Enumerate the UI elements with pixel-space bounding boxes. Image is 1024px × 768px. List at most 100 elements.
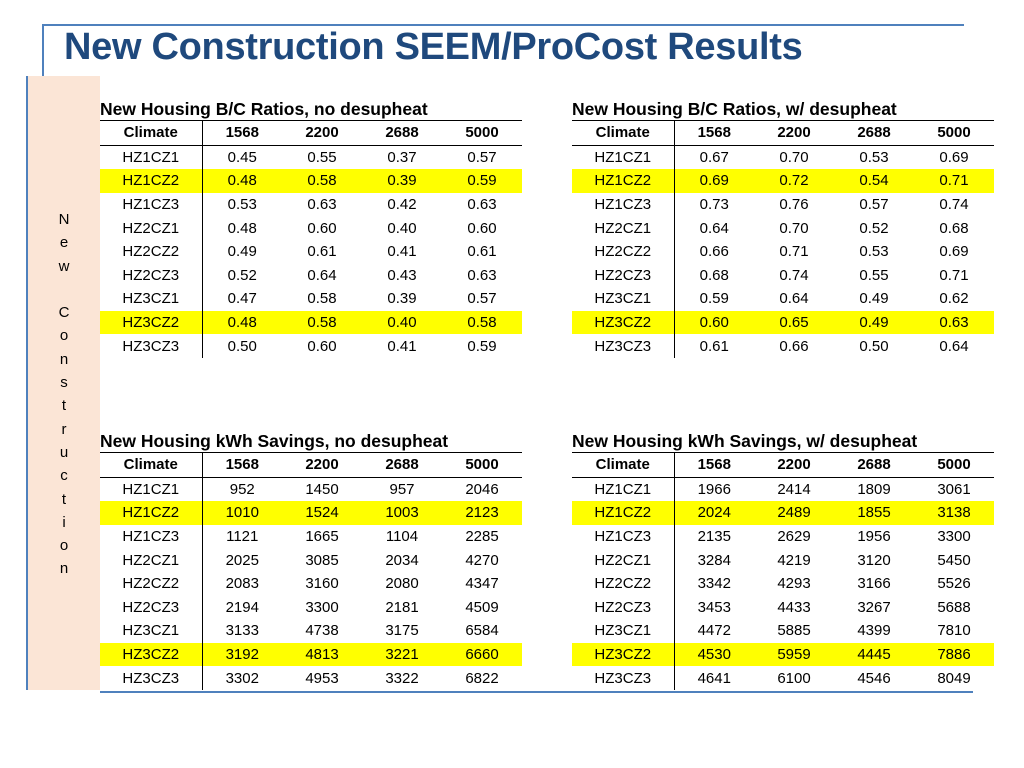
- value-cell: 3160: [305, 575, 339, 593]
- value-cell: 2024: [674, 501, 754, 525]
- table-row: HZ3CZ3 4641 6100 4546 8049: [572, 666, 994, 690]
- data-table: Climate 1568 2200 2688 5000 HZ1CZ1 0.67 0.70 0.…: [572, 120, 994, 358]
- climate-cell: HZ1CZ2: [572, 169, 675, 193]
- table-row: HZ2CZ2 0.66 0.71 0.53 0.69: [572, 239, 994, 264]
- climate-cell: HZ2CZ2: [572, 239, 675, 264]
- value-cell: 0.64: [939, 337, 969, 355]
- climate-cell: HZ2CZ2: [100, 239, 203, 264]
- value-cell: 4270: [465, 551, 499, 569]
- climate-cell: HZ2CZ1: [100, 216, 203, 240]
- value-cell: 0.62: [939, 290, 969, 308]
- climate-cell: HZ1CZ2: [572, 501, 675, 525]
- value-cell: 0.49: [859, 290, 889, 308]
- value-cell: 1524: [282, 501, 362, 525]
- side-label-letter: [28, 278, 100, 301]
- value-cell: 0.60: [307, 219, 337, 237]
- value-cell: 0.48: [202, 169, 282, 193]
- value-cell: 2080: [385, 575, 419, 593]
- value-cell: 0.74: [779, 266, 809, 284]
- value-cell: 2194: [225, 598, 259, 616]
- value-cell: 0.64: [699, 219, 729, 237]
- value-cell: 0.61: [699, 337, 729, 355]
- bottom-rule: [100, 691, 973, 693]
- side-label-letter: u: [59, 443, 69, 461]
- value-cell: 0.42: [387, 196, 417, 214]
- value-cell: 0.61: [307, 243, 337, 261]
- value-cell: 0.63: [914, 310, 994, 335]
- value-cell: 0.69: [939, 243, 969, 261]
- table-row: HZ2CZ3 0.52 0.64 0.43 0.63: [100, 263, 522, 288]
- table-row: HZ2CZ1 0.64 0.70 0.52 0.68: [572, 216, 994, 240]
- value-cell: 3302: [225, 669, 259, 687]
- value-cell: 0.64: [779, 290, 809, 308]
- value-cell: 0.68: [939, 219, 969, 237]
- table-kwh-w-desupheat: New Housing kWh Savings, w/ desupheat Cl…: [572, 430, 994, 690]
- value-cell: 0.52: [859, 219, 889, 237]
- value-cell: 0.70: [779, 219, 809, 237]
- value-cell: 3133: [225, 622, 259, 640]
- value-cell: 0.63: [307, 196, 337, 214]
- side-label-letter: n: [59, 350, 69, 368]
- value-cell: 4219: [777, 551, 811, 569]
- value-cell: 0.41: [387, 243, 417, 261]
- table-row: HZ2CZ3 3453 4433 3267 5688: [572, 595, 994, 620]
- climate-cell: HZ1CZ1: [100, 477, 203, 502]
- value-cell: 0.60: [674, 310, 754, 335]
- climate-cell: HZ1CZ3: [572, 192, 675, 217]
- climate-cell: HZ1CZ2: [100, 501, 203, 525]
- value-cell: 0.53: [227, 196, 257, 214]
- value-cell: 2414: [777, 480, 811, 498]
- value-cell: 1956: [857, 528, 891, 546]
- climate-cell: HZ2CZ1: [572, 216, 675, 240]
- side-label-letter: n: [59, 560, 69, 578]
- climate-cell: HZ2CZ2: [572, 571, 675, 596]
- value-cell: 0.39: [362, 169, 442, 193]
- value-cell: 0.59: [442, 169, 522, 193]
- table-row: HZ2CZ1 3284 4219 3120 5450: [572, 548, 994, 572]
- value-cell: 3061: [937, 480, 971, 498]
- climate-cell: HZ1CZ3: [100, 192, 203, 217]
- table-row: HZ2CZ2 0.49 0.61 0.41 0.61: [100, 239, 522, 264]
- side-label-letter: i: [62, 513, 66, 531]
- side-label-letter: t: [61, 397, 67, 415]
- value-cell: 0.71: [939, 266, 969, 284]
- value-cell: 0.59: [699, 290, 729, 308]
- value-cell: 0.50: [227, 337, 257, 355]
- value-cell: 0.72: [754, 169, 834, 193]
- value-cell: 1003: [362, 501, 442, 525]
- value-cell: 0.55: [307, 148, 337, 166]
- side-label-letter: e: [59, 234, 69, 252]
- slide-title: New Construction SEEM/ProCost Results: [64, 26, 803, 68]
- value-cell: 2123: [442, 501, 522, 525]
- value-cell: 7810: [937, 622, 971, 640]
- data-table: Climate 1568 2200 2688 5000 HZ1CZ1 0.45 0.55 0.…: [100, 120, 522, 358]
- value-cell: 0.66: [779, 337, 809, 355]
- climate-cell: HZ3CZ2: [100, 310, 203, 335]
- table-row: HZ2CZ2 3342 4293 3166 5526: [572, 571, 994, 596]
- value-cell: 0.67: [699, 148, 729, 166]
- value-cell: 0.58: [282, 169, 362, 193]
- value-cell: 4293: [777, 575, 811, 593]
- table-row: HZ1CZ1 952 1450 957 2046: [100, 477, 522, 502]
- value-cell: 2629: [777, 528, 811, 546]
- value-cell: 3221: [362, 642, 442, 667]
- table-row: HZ1CZ2 0.48 0.58 0.39 0.59: [100, 169, 522, 193]
- value-cell: 0.60: [307, 337, 337, 355]
- column-header: Climate: [572, 452, 675, 478]
- value-cell: 0.70: [779, 148, 809, 166]
- table-bc-no-desupheat: New Housing B/C Ratios, no desupheat Cli…: [100, 98, 522, 358]
- value-cell: 3453: [697, 598, 731, 616]
- column-header: 5000: [914, 120, 994, 146]
- value-cell: 3175: [385, 622, 419, 640]
- header-row: Climate 1568 2200 2688 5000: [100, 452, 522, 478]
- table-row: HZ3CZ1 0.59 0.64 0.49 0.62: [572, 287, 994, 311]
- value-cell: 4399: [857, 622, 891, 640]
- value-cell: 4813: [282, 642, 362, 667]
- value-cell: 0.71: [779, 243, 809, 261]
- value-cell: 0.49: [834, 310, 914, 335]
- value-cell: 0.71: [914, 169, 994, 193]
- table-caption: New Housing B/C Ratios, w/ desupheat: [572, 99, 897, 119]
- value-cell: 0.41: [387, 337, 417, 355]
- table-row: HZ1CZ2 0.69 0.72 0.54 0.71: [572, 169, 994, 193]
- value-cell: 6660: [442, 642, 522, 667]
